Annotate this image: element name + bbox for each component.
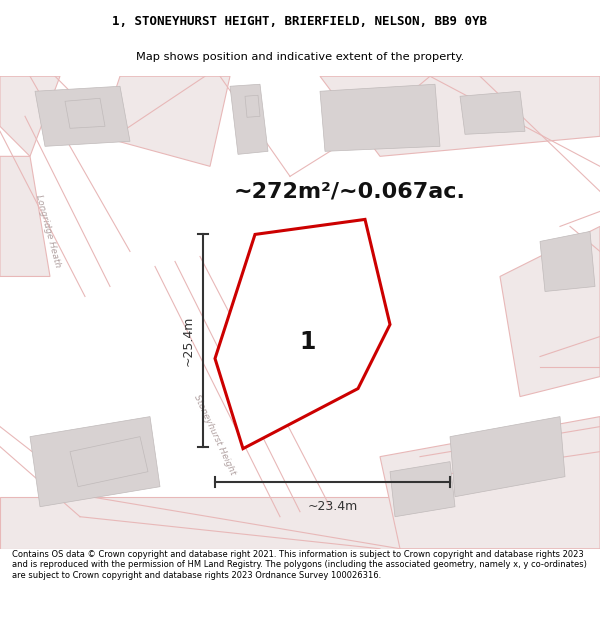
Text: 1, STONEYHURST HEIGHT, BRIERFIELD, NELSON, BB9 0YB: 1, STONEYHURST HEIGHT, BRIERFIELD, NELSO…	[113, 15, 487, 28]
Text: ~25.4m: ~25.4m	[182, 316, 195, 366]
Text: ~272m²/~0.067ac.: ~272m²/~0.067ac.	[234, 181, 466, 201]
Text: 1: 1	[300, 329, 316, 354]
Polygon shape	[320, 76, 600, 156]
Polygon shape	[245, 95, 260, 118]
Polygon shape	[65, 98, 105, 128]
Polygon shape	[0, 497, 600, 549]
Polygon shape	[230, 84, 268, 154]
Polygon shape	[380, 417, 600, 549]
Polygon shape	[390, 462, 455, 517]
Polygon shape	[30, 417, 160, 507]
Text: Map shows position and indicative extent of the property.: Map shows position and indicative extent…	[136, 52, 464, 62]
Polygon shape	[0, 76, 60, 156]
Text: Stoneyhurst Height: Stoneyhurst Height	[193, 393, 238, 476]
Polygon shape	[460, 91, 525, 134]
Polygon shape	[215, 219, 390, 449]
Polygon shape	[320, 84, 440, 151]
Text: Longridge Heath: Longridge Heath	[34, 194, 62, 269]
Polygon shape	[0, 156, 50, 276]
Polygon shape	[500, 226, 600, 397]
Text: Contains OS data © Crown copyright and database right 2021. This information is : Contains OS data © Crown copyright and d…	[12, 550, 587, 580]
Polygon shape	[270, 291, 345, 366]
Polygon shape	[540, 231, 595, 291]
Polygon shape	[100, 76, 230, 166]
Polygon shape	[450, 417, 565, 497]
Text: ~23.4m: ~23.4m	[307, 500, 358, 512]
Polygon shape	[70, 437, 148, 487]
Polygon shape	[35, 86, 130, 146]
